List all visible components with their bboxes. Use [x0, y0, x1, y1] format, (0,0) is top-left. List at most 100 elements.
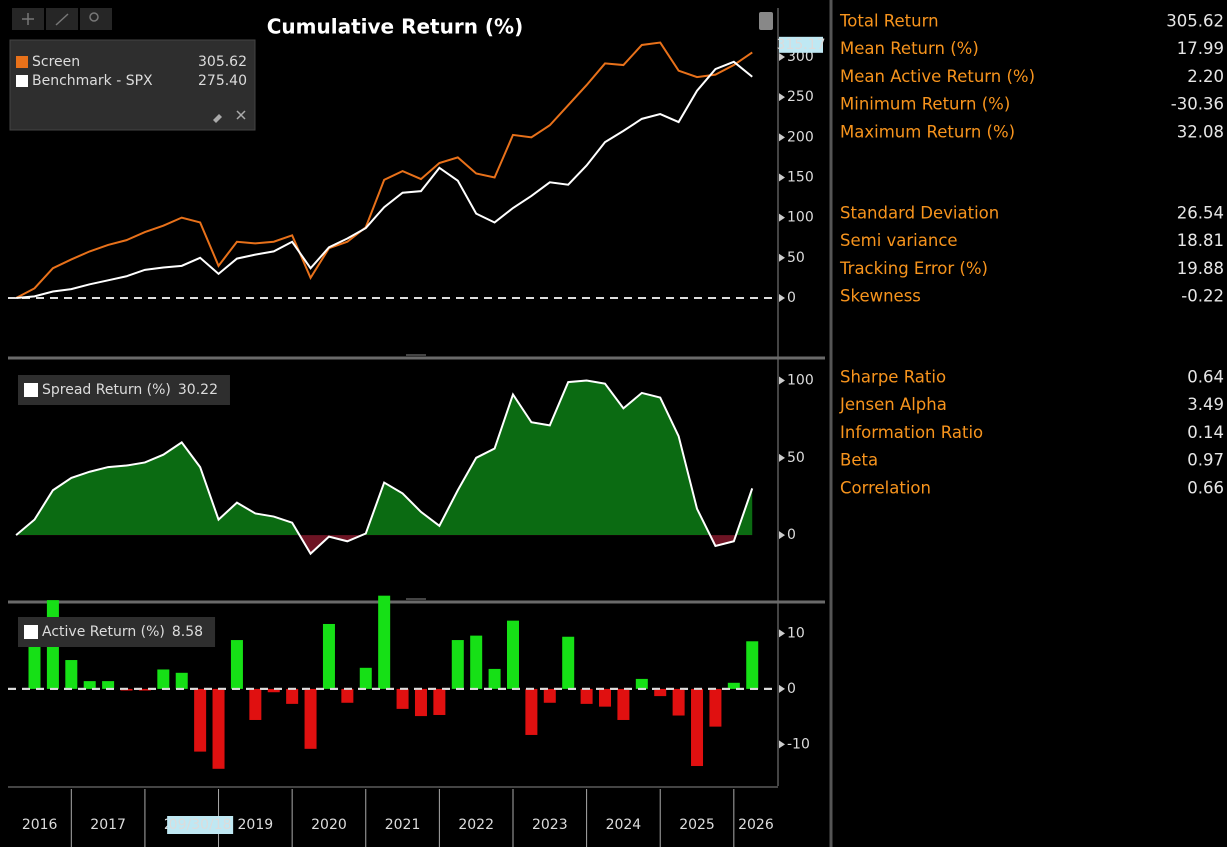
legend-close[interactable] [236, 110, 246, 120]
y-tick-mark [779, 52, 785, 61]
stat-value: -0.22 [1181, 287, 1224, 306]
x-tick-label: 2020 [311, 817, 347, 833]
bar [617, 688, 630, 720]
bar [451, 640, 464, 689]
bar [525, 688, 538, 735]
bar [286, 688, 299, 704]
bar [359, 667, 372, 689]
bar [249, 688, 262, 720]
bar [543, 688, 556, 703]
y-tick-label: 0 [787, 681, 796, 697]
x-tick-label: 2024 [606, 817, 642, 833]
zoom-tool[interactable] [80, 8, 112, 30]
x-tick-label: 2019 [238, 817, 274, 833]
crosshair-x-label: 09/30/18 [169, 817, 232, 833]
stat-label: Information Ratio [840, 423, 983, 442]
bar [65, 660, 78, 689]
legend-value: 30.22 [178, 382, 218, 398]
stat-value: 17.99 [1177, 39, 1224, 58]
bar [433, 688, 446, 715]
stat-value: 0.66 [1187, 478, 1224, 497]
y-tick-label: 300 [787, 49, 814, 65]
stat-label: Mean Active Return (%) [840, 67, 1035, 86]
bar [654, 688, 667, 697]
toolbar [12, 8, 773, 30]
bar [691, 688, 704, 767]
bar [83, 681, 96, 689]
bar [488, 668, 501, 689]
bar [396, 688, 409, 709]
stat-label: Jensen Alpha [839, 395, 947, 414]
bar [727, 682, 740, 689]
bar [194, 688, 207, 752]
draw-icon [55, 13, 69, 26]
y-tick-mark [779, 253, 785, 262]
legend: Screen 305.62 Benchmark - SPX 275.40 [9, 39, 256, 131]
bar [175, 672, 188, 689]
stat-value: 26.54 [1177, 204, 1224, 223]
legend-label: Active Return (%) [42, 624, 165, 640]
legend-swatch [24, 383, 38, 397]
x-tick-label: 2026 [738, 817, 774, 833]
y-tick-label: 10 [787, 625, 805, 641]
legend-label: Screen [32, 54, 80, 70]
legend-value: 8.58 [172, 624, 203, 640]
scroll-control[interactable] [759, 12, 773, 30]
y-tick-label: 0 [787, 290, 796, 306]
x-tick-label: 2016 [22, 817, 58, 833]
series-line [15, 41, 753, 299]
x-tick-label: 2022 [458, 817, 494, 833]
legend-label: Benchmark - SPX [32, 73, 153, 89]
legend: Spread Return (%) 30.22 [18, 375, 230, 405]
bar [414, 688, 427, 717]
y-tick-mark [779, 453, 785, 462]
legend-swatch [16, 56, 28, 68]
y-tick-mark [779, 376, 785, 385]
bar [28, 633, 41, 689]
y-tick-mark [779, 684, 785, 693]
y-tick-mark [779, 293, 785, 302]
stat-label: Maximum Return (%) [840, 122, 1015, 141]
y-tick-label: 50 [787, 250, 805, 266]
bar [212, 688, 225, 769]
bar [672, 688, 685, 716]
y-tick-mark [779, 213, 785, 222]
y-tick-label: 100 [787, 210, 814, 226]
stat-label: Total Return [839, 12, 939, 31]
crosshair-y-box [779, 36, 823, 53]
legend-value: 305.62 [198, 54, 247, 70]
legend-pin[interactable] [213, 114, 222, 123]
legend-box [18, 617, 216, 647]
bar [304, 688, 317, 749]
y-tick-label: 50 [787, 450, 805, 466]
spread-line [15, 379, 754, 556]
stat-value: 0.97 [1187, 451, 1224, 470]
y-tick-label: 150 [787, 169, 814, 185]
bar [102, 681, 115, 689]
y-tick-mark [779, 629, 785, 638]
legend-swatch [24, 625, 38, 639]
legend-box [9, 39, 256, 131]
stat-value: 18.81 [1177, 231, 1224, 250]
x-tick-label: 2017 [90, 817, 126, 833]
bar [157, 669, 170, 689]
x-tick-label: 2021 [385, 817, 421, 833]
y-tick-label: -10 [787, 736, 810, 752]
bar [635, 678, 648, 689]
bar [709, 688, 722, 727]
stat-value: 0.14 [1187, 423, 1224, 442]
stat-value: 305.62 [1166, 12, 1224, 31]
y-tick-mark [779, 531, 785, 540]
y-tick-label: 250 [787, 89, 814, 105]
chart-title: Cumulative Return (%) [267, 15, 523, 39]
stat-label: Standard Deviation [840, 204, 999, 223]
bar [378, 595, 391, 689]
zoom-icon [89, 12, 99, 22]
bar [580, 688, 593, 704]
crosshair-y-label: 315.17 [777, 37, 826, 53]
bar [322, 623, 335, 689]
y-tick-mark [779, 740, 785, 749]
legend-swatch [16, 75, 28, 87]
bar [506, 620, 519, 689]
